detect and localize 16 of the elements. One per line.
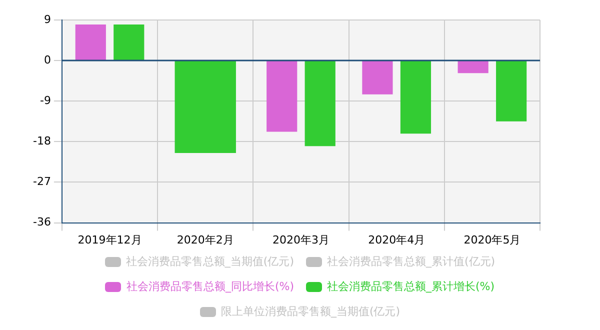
- legend-label: 社会消费品零售总额_当期值(亿元): [126, 254, 294, 269]
- legend-label: 限上单位消费品零售额_当期值(亿元): [220, 304, 400, 319]
- y-tick-label: 9: [44, 12, 51, 26]
- y-tick-label: -9: [40, 94, 51, 107]
- y-tick-label: -27: [33, 175, 51, 188]
- x-tick-label: 2020年5月: [464, 233, 521, 246]
- x-tick-label: 2020年3月: [272, 233, 330, 246]
- legend-label: 社会消费品零售总额_累计增长(%): [327, 279, 495, 294]
- y-tick-label: -18: [33, 134, 51, 148]
- x-tick-label: 2020年2月: [176, 233, 234, 246]
- legend-label: 社会消费品零售总额_累计值(亿元): [327, 254, 496, 269]
- y-tick-label: 0: [44, 53, 51, 66]
- x-tick-label: 2019年12月: [78, 233, 142, 246]
- legend-label: 社会消费品零售总额_同比增长(%): [126, 279, 294, 294]
- x-tick-label: 2020年4月: [368, 233, 426, 246]
- y-tick-label: -36: [33, 216, 51, 229]
